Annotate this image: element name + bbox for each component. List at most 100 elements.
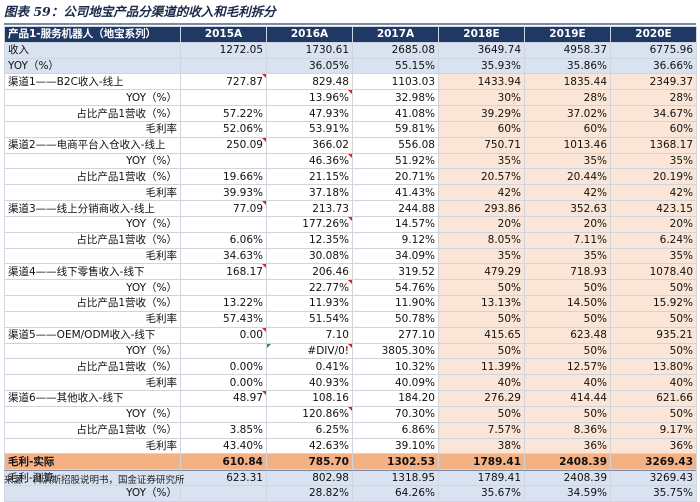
value-cell: 0.00% (180, 358, 267, 376)
table-row: 占比产品1营收（%） 13.22% 11.93% 11.90% 13.13% 14.50%… (4, 295, 697, 312)
value-cell: 727.87 (180, 73, 267, 91)
value-cell: 48.97 (180, 390, 267, 407)
table-row: 毛利率 34.63% 30.08% 34.09% 35% 35% 35% (4, 247, 697, 265)
value-cell: 276.29 (438, 390, 525, 407)
value-cell: #DIV/0! (266, 342, 353, 360)
value-cell: 414.44 (524, 390, 611, 407)
table-row: 占比产品1营收（%） 6.06% 12.35% 9.12% 8.05% 7.11% 6.24… (4, 231, 697, 249)
value-cell: 53.91% (266, 120, 353, 138)
value-cell (180, 279, 267, 297)
row-label: 渠道6——其他收入-线下 (4, 390, 181, 407)
value-cell: 36% (524, 437, 611, 455)
value-cell: 20% (438, 215, 525, 233)
value-cell: 785.70 (266, 453, 353, 471)
value-cell: 35% (438, 247, 525, 265)
value-cell: 34.09% (352, 247, 439, 265)
header-label-cell: 产品1-服务机器人（地宝系列） (4, 26, 181, 43)
value-cell: 42% (438, 184, 525, 202)
value-cell: 6.25% (266, 421, 353, 439)
table-row: 渠道1——B2C收入-线上 727.87 829.48 1103.03 1433.94 1… (4, 73, 697, 91)
value-cell: 0.41% (266, 358, 353, 376)
value-cell: 35.93% (438, 57, 525, 75)
value-cell: 1433.94 (438, 73, 525, 91)
table-row: YOY（%） 13.96% 32.98% 30% 28% 28% (4, 89, 697, 107)
value-cell: 38% (438, 437, 525, 455)
value-cell: 42% (610, 184, 697, 202)
value-cell: 60% (438, 120, 525, 138)
value-cell: 37.02% (524, 105, 611, 122)
value-cell: 277.10 (352, 326, 439, 344)
value-cell: 35% (524, 247, 611, 265)
table-row: 渠道4——线下零售收入-线下 168.17 206.46 319.52 479.29 71… (4, 263, 697, 281)
value-cell: 50% (610, 279, 697, 297)
value-cell: 1302.53 (352, 453, 439, 471)
value-cell: 621.66 (610, 390, 697, 407)
value-cell: 50% (438, 405, 525, 423)
value-cell: 8.05% (438, 231, 525, 249)
value-cell: 3649.74 (438, 41, 525, 59)
value-cell: 37.18% (266, 184, 353, 202)
value-cell: 11.90% (352, 295, 439, 312)
value-cell: 6.86% (352, 421, 439, 439)
value-cell: 479.29 (438, 263, 525, 281)
value-cell: 50% (524, 310, 611, 328)
value-cell: 1272.05 (180, 41, 267, 59)
table-row: 收入 1272.05 1730.61 2685.08 3649.74 4958.37 677… (4, 41, 697, 59)
value-cell: 206.46 (266, 263, 353, 281)
value-cell: 293.86 (438, 200, 525, 217)
value-cell: 213.73 (266, 200, 353, 217)
value-cell: 415.65 (438, 326, 525, 344)
value-cell: 423.15 (610, 200, 697, 217)
value-cell: 50% (438, 279, 525, 297)
value-cell: 556.08 (352, 136, 439, 154)
value-cell: 40.93% (266, 374, 353, 392)
table-row: 毛利率 57.43% 51.54% 50.78% 50% 50% 50% (4, 310, 697, 328)
value-cell: 34.67% (610, 105, 697, 122)
table-row: YOY（%） 46.36% 51.92% 35% 35% 35% (4, 152, 697, 170)
value-cell: 20% (610, 215, 697, 233)
value-cell: 829.48 (266, 73, 353, 91)
value-cell: 42% (524, 184, 611, 202)
row-label: YOY（%） (4, 152, 181, 170)
row-label: YOY（%） (4, 89, 181, 107)
value-cell: 51.92% (352, 152, 439, 170)
value-cell: 36.66% (610, 57, 697, 75)
value-cell: 610.84 (180, 453, 267, 471)
source-rule (4, 470, 696, 471)
value-cell: 36.05% (266, 57, 353, 75)
value-cell: 366.02 (266, 136, 353, 154)
table-row: YOY（%） 36.05% 55.15% 35.93% 35.86% 36.66% (4, 57, 697, 75)
value-cell: 718.93 (524, 263, 611, 281)
value-cell: 10.32% (352, 358, 439, 376)
value-cell (180, 215, 267, 233)
table-header-row: 产品1-服务机器人（地宝系列） 2015A 2016A 2017A 2018E 2019E… (4, 26, 697, 43)
value-cell: 60% (610, 120, 697, 138)
value-cell: 40% (524, 374, 611, 392)
value-cell: 7.10 (266, 326, 353, 344)
row-label: 毛利率 (4, 120, 181, 138)
value-cell: 1835.44 (524, 73, 611, 91)
value-cell: 40.09% (352, 374, 439, 392)
row-label: YOY（%） (4, 342, 181, 360)
value-cell: 108.16 (266, 390, 353, 407)
table-row: 毛利率 0.00% 40.93% 40.09% 40% 40% 40% (4, 374, 697, 392)
value-cell (180, 342, 267, 360)
row-label: 占比产品1营收（%） (4, 421, 181, 439)
value-cell: 20.44% (524, 168, 611, 186)
value-cell: 50.78% (352, 310, 439, 328)
row-label: YOY（%） (4, 279, 181, 297)
value-cell: 2408.39 (524, 453, 611, 471)
table-row: 渠道3——线上分销商收入-线上 77.09 213.73 244.88 293.86 35… (4, 200, 697, 217)
value-cell: 50% (610, 405, 697, 423)
value-cell: 1789.41 (438, 469, 525, 487)
value-cell: 50% (524, 279, 611, 297)
value-cell: 57.43% (180, 310, 267, 328)
value-cell: 28% (610, 89, 697, 107)
value-cell: 250.09 (180, 136, 267, 154)
value-cell: 3269.43 (610, 453, 697, 471)
header-year-cell: 2016A (266, 26, 353, 43)
value-cell: 2685.08 (352, 41, 439, 59)
row-label: 渠道4——线下零售收入-线下 (4, 263, 181, 281)
value-cell: 35% (524, 152, 611, 170)
value-cell: 750.71 (438, 136, 525, 154)
